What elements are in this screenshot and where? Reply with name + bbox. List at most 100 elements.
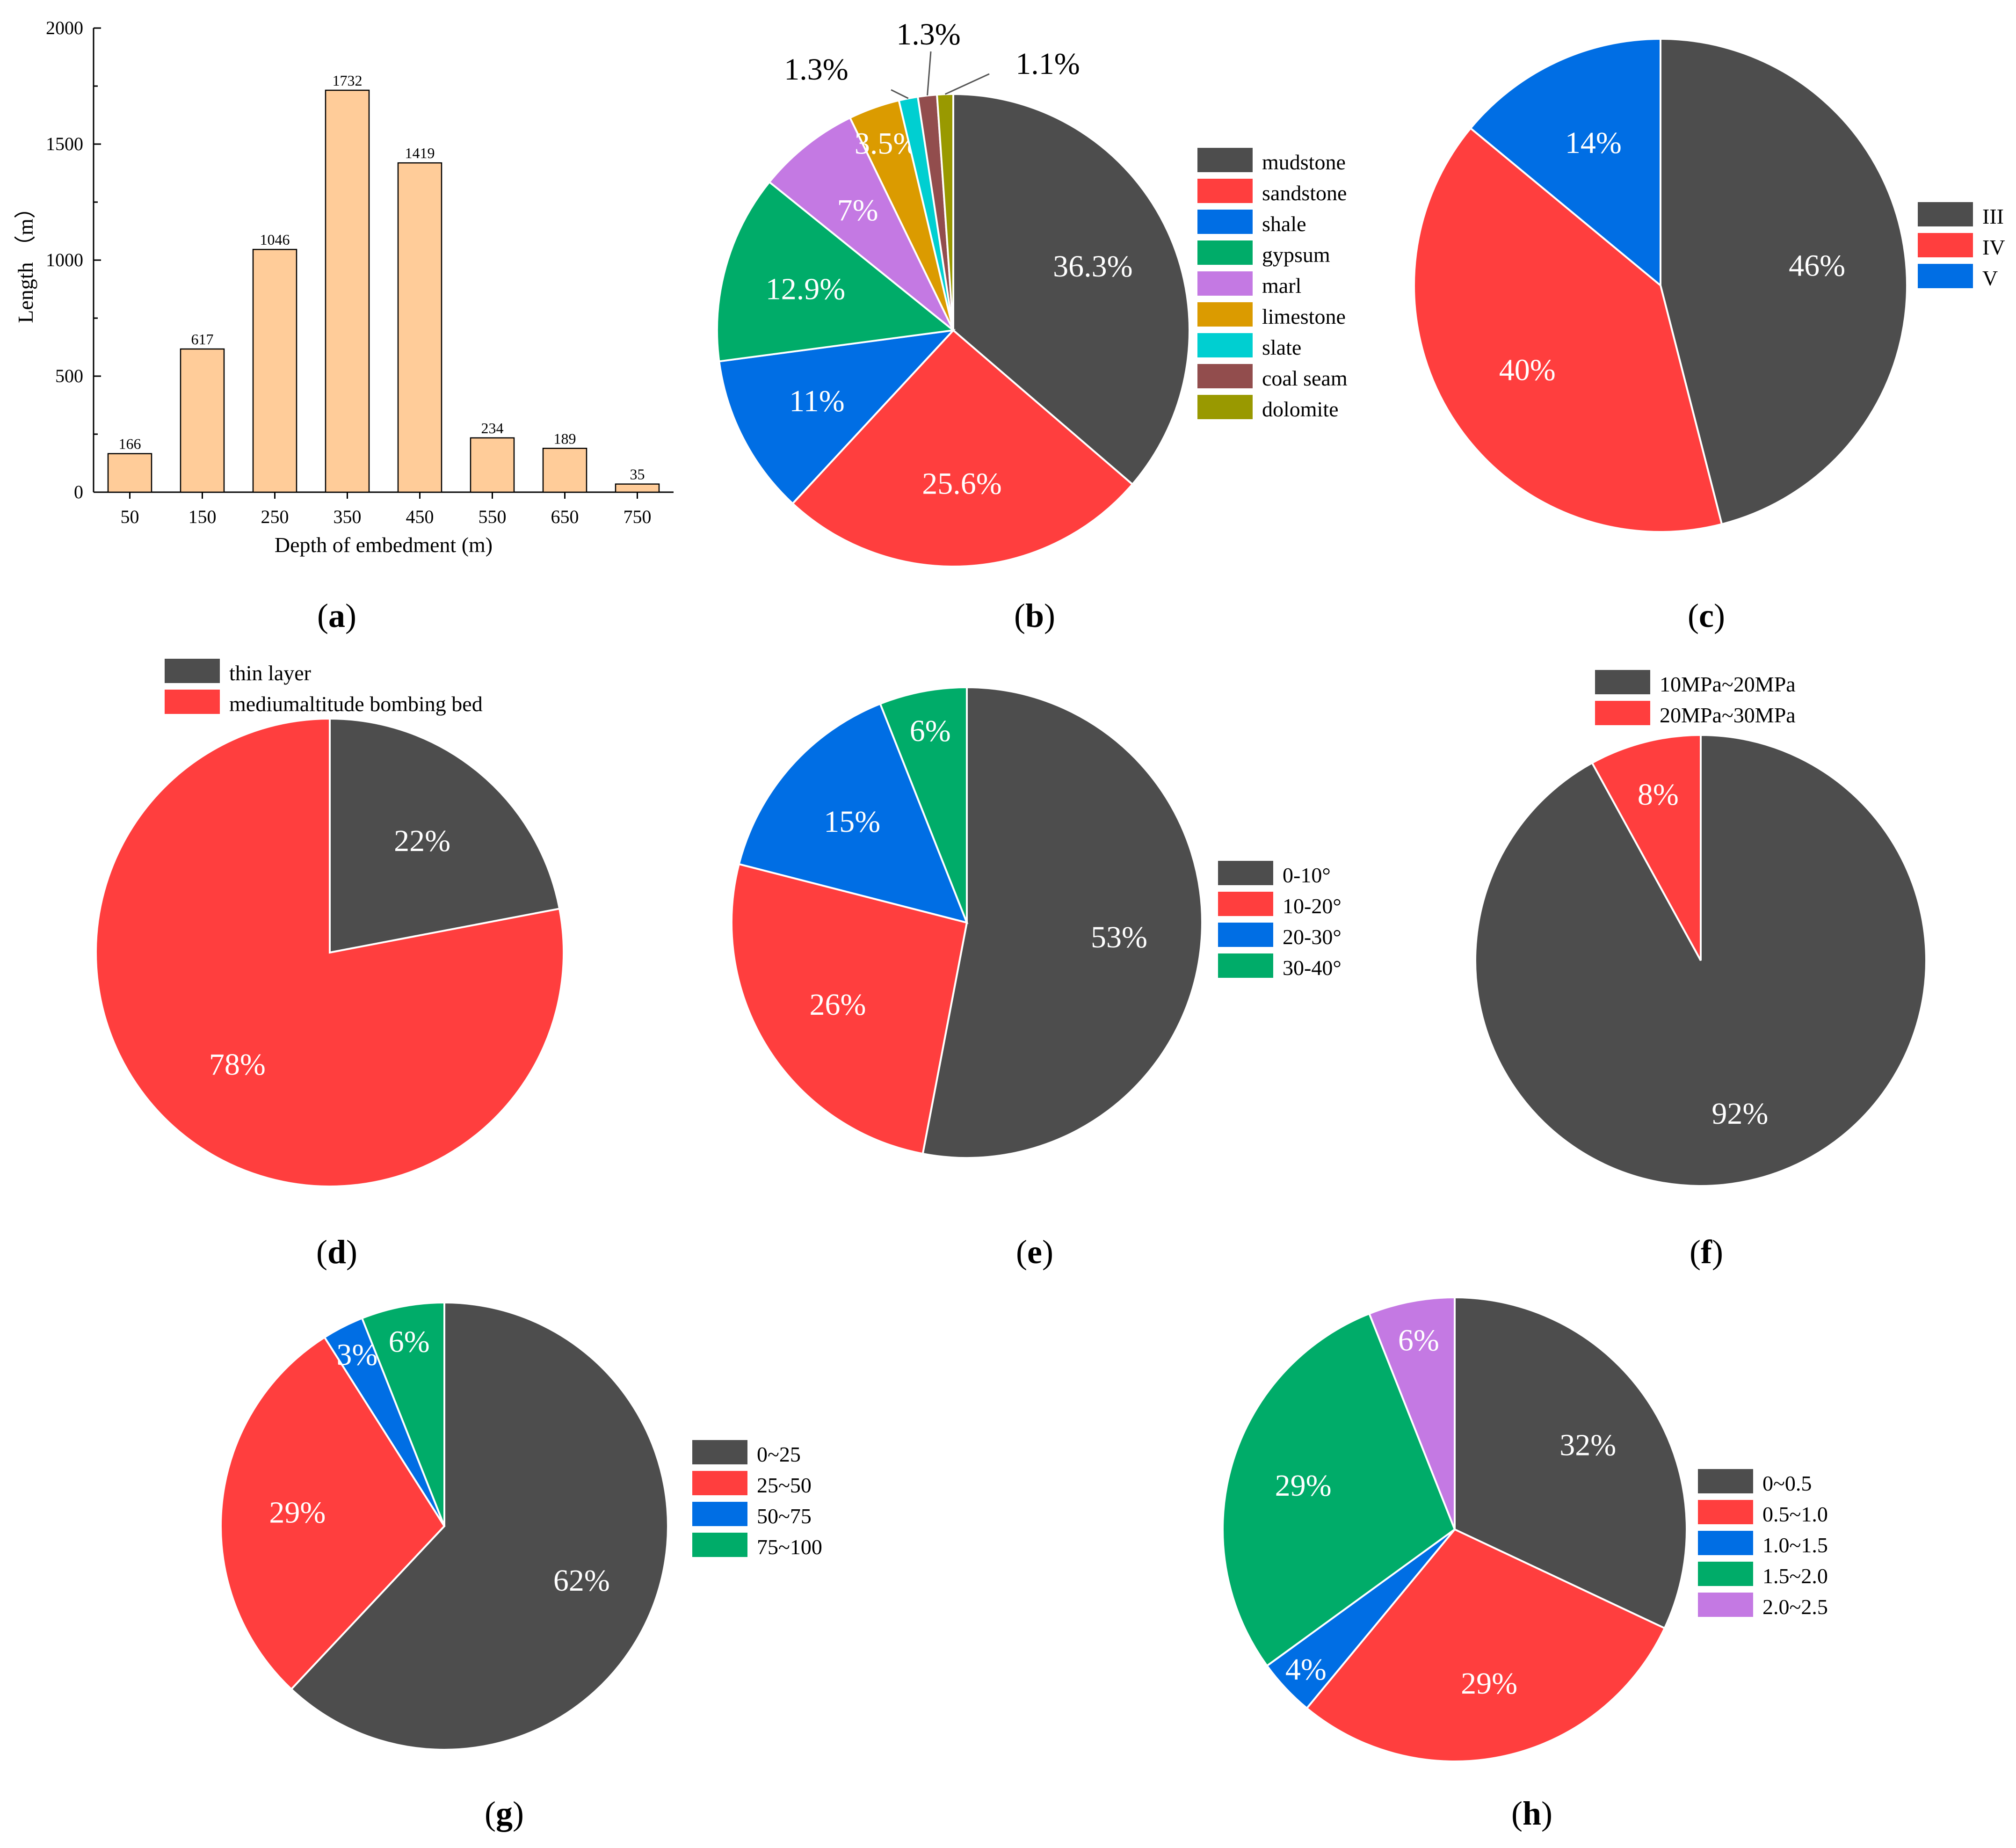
legend-entry: 75~100 [757, 1535, 822, 1559]
bar-value-label: 35 [630, 466, 645, 483]
legend-swatch [1197, 148, 1253, 172]
legend-entry: coal seam [1262, 366, 1348, 390]
legend-swatch [692, 1533, 747, 1557]
pie-slice-mudstone [952, 93, 1190, 486]
legend-entry: 20MPa~30MPa [1660, 703, 1796, 727]
legend-entry: III [1982, 204, 2004, 228]
bar-value-label: 234 [481, 420, 504, 437]
legend-entry: limestone [1262, 305, 1346, 328]
x-tick-label: 550 [479, 506, 507, 527]
pie-slice-thin-layer [329, 717, 561, 954]
slice-value-label: 29% [269, 1495, 326, 1529]
legend-entry: 30-40° [1283, 956, 1342, 980]
bar-650 [542, 448, 587, 493]
pie-slice-0-0-5 [1454, 1296, 1688, 1630]
legend-entry: slate [1262, 335, 1301, 359]
slice-value-label: 6% [389, 1325, 430, 1359]
chart-a: 0 500 1000 1500 2000 166 50 617 150 1046 250 1732 35… [14, 17, 674, 634]
bar-750 [615, 483, 660, 493]
legend-swatch [1197, 302, 1253, 327]
pie-slice-marl [768, 116, 954, 331]
legend-entry: 0~0.5 [1762, 1471, 1812, 1495]
legend-entry: 1.5~2.0 [1762, 1564, 1828, 1588]
legend-entry: 20-30° [1283, 925, 1342, 949]
legend-swatch [1218, 953, 1273, 978]
legend-swatch [1698, 1500, 1753, 1524]
legend-swatch [1218, 892, 1273, 916]
x-tick-label: 350 [334, 506, 362, 527]
panel-label-b: (b) [1014, 597, 1055, 634]
y-tick-label: 0 [74, 481, 83, 502]
pie-slice-mediumaltitude-bombing-bed [95, 717, 565, 1187]
panel-label-g: (g) [485, 1795, 524, 1832]
slice-value-label: 29% [1275, 1469, 1332, 1503]
legend-entry: shale [1262, 212, 1306, 236]
slice-value-label: 46% [1789, 249, 1845, 283]
legend-entry: mudstone [1262, 150, 1346, 174]
chart-g: 62% 29% 3% 6% 0~25 25~50 50~75 75~100 (g) [220, 1301, 822, 1832]
slice-value-label: 78% [209, 1048, 266, 1082]
slice-value-label: 4% [1285, 1652, 1327, 1687]
legend-swatch [1698, 1531, 1753, 1555]
bar-350 [325, 89, 370, 493]
x-tick-label: 450 [406, 506, 434, 527]
pie-slice-30-40- [879, 686, 968, 923]
legend-entry: sandstone [1262, 181, 1347, 205]
x-tick-label: 50 [121, 506, 139, 527]
slice-value-label: 36.3% [1053, 249, 1132, 284]
legend-entry: dolomite [1262, 397, 1339, 421]
y-tick-label: 1000 [46, 249, 83, 270]
legend-swatch [1197, 179, 1253, 203]
bar-value-label: 1732 [333, 72, 363, 89]
chart-b: 36.3%25.6%11%12.9%7%3.5%1.3%1.3%1.1%muds… [716, 17, 1348, 634]
legend-entry: 1.0~1.5 [1762, 1533, 1828, 1557]
slice-value-label: 22% [394, 824, 450, 858]
legend-entry: 0.5~1.0 [1762, 1502, 1828, 1526]
slice-value-label: 15% [824, 805, 880, 839]
legend-swatch [1197, 240, 1253, 265]
legend-swatch [1197, 333, 1253, 357]
legend-swatch [1197, 210, 1253, 234]
chart-f: 92% 8% 10MPa~20MPa 20MPa~30MPa (f) [1474, 670, 1927, 1271]
y-tick-label: 1500 [46, 133, 83, 154]
panel-label-f: (f) [1690, 1233, 1723, 1271]
legend-swatch [1918, 264, 1973, 288]
slice-value-label: 25.6% [922, 467, 1001, 501]
legend-swatch [692, 1471, 747, 1495]
legend-swatch [1595, 701, 1650, 725]
legend-entry: 0-10° [1283, 863, 1331, 887]
chart-e: 53% 26% 15% 6% 0-10° 10-20° 20-30° 30-40° (e) [731, 686, 1342, 1271]
x-tick-label: 650 [551, 506, 579, 527]
legend-swatch [165, 659, 220, 683]
x-tick-label: 150 [189, 506, 217, 527]
legend-swatch [1698, 1562, 1753, 1586]
slice-value-label: 1.3% [896, 17, 960, 51]
legend-entry: 10MPa~20MPa [1660, 672, 1796, 696]
leader-line [927, 51, 932, 96]
bar-value-label: 1046 [260, 231, 290, 248]
slice-value-label: 92% [1711, 1097, 1768, 1131]
pie-slice-20-30- [738, 702, 969, 924]
slice-value-label: 3% [336, 1338, 377, 1372]
pie-slice-0-10- [921, 686, 1203, 1159]
legend-swatch [692, 1440, 747, 1464]
pie-slice-gypsum [716, 181, 956, 363]
legend-entry: marl [1262, 274, 1301, 298]
slice-value-label: 1.3% [784, 52, 848, 87]
pie-slice-v [1469, 37, 1661, 288]
slice-value-label: 29% [1461, 1666, 1517, 1701]
slice-value-label: 1.1% [1015, 47, 1080, 81]
pie-slice-dolomite [935, 93, 954, 331]
legend-swatch [1197, 364, 1253, 388]
slice-value-label: 6% [910, 714, 951, 748]
legend-swatch [1698, 1469, 1753, 1493]
legend-swatch [1218, 923, 1273, 947]
bar-value-label: 189 [554, 430, 576, 447]
panel-label-d: (d) [316, 1233, 357, 1271]
y-axis-title: Length （m） [14, 197, 37, 323]
legend-swatch [1218, 861, 1273, 885]
slice-value-label: 8% [1638, 778, 1679, 812]
legend-entry: thin layer [229, 661, 311, 685]
slice-value-label: 32% [1559, 1428, 1616, 1462]
